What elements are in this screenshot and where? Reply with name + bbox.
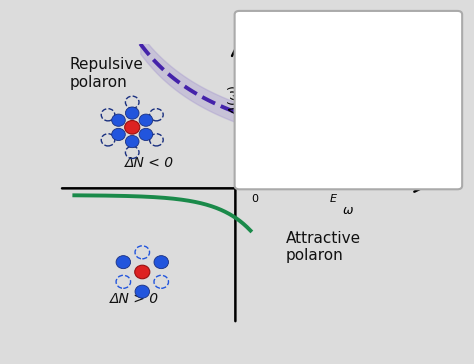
Circle shape: [116, 256, 130, 269]
Y-axis label: $A(\omega)$: $A(\omega)$: [226, 85, 241, 115]
Text: Attractive
polaron: Attractive polaron: [286, 231, 361, 263]
Text: ΔN > 0: ΔN > 0: [109, 292, 159, 306]
Text: $E/E_F$: $E/E_F$: [241, 46, 274, 65]
Circle shape: [125, 120, 140, 134]
Circle shape: [126, 135, 139, 148]
Circle shape: [139, 128, 153, 141]
Circle shape: [112, 114, 125, 126]
Text: $2\Gamma$: $2\Gamma$: [362, 112, 378, 126]
Circle shape: [126, 107, 139, 119]
Circle shape: [112, 128, 125, 141]
Text: Repulsive
polaron: Repulsive polaron: [69, 57, 143, 90]
X-axis label: $\omega$: $\omega$: [342, 204, 355, 217]
Circle shape: [139, 114, 153, 126]
Text: ΔN < 0: ΔN < 0: [125, 157, 174, 170]
Text: $Z$: $Z$: [328, 135, 338, 148]
Circle shape: [135, 265, 150, 279]
Text: $1/(k_F a)$: $1/(k_F a)$: [379, 164, 424, 180]
Circle shape: [154, 256, 168, 269]
Circle shape: [135, 285, 149, 298]
